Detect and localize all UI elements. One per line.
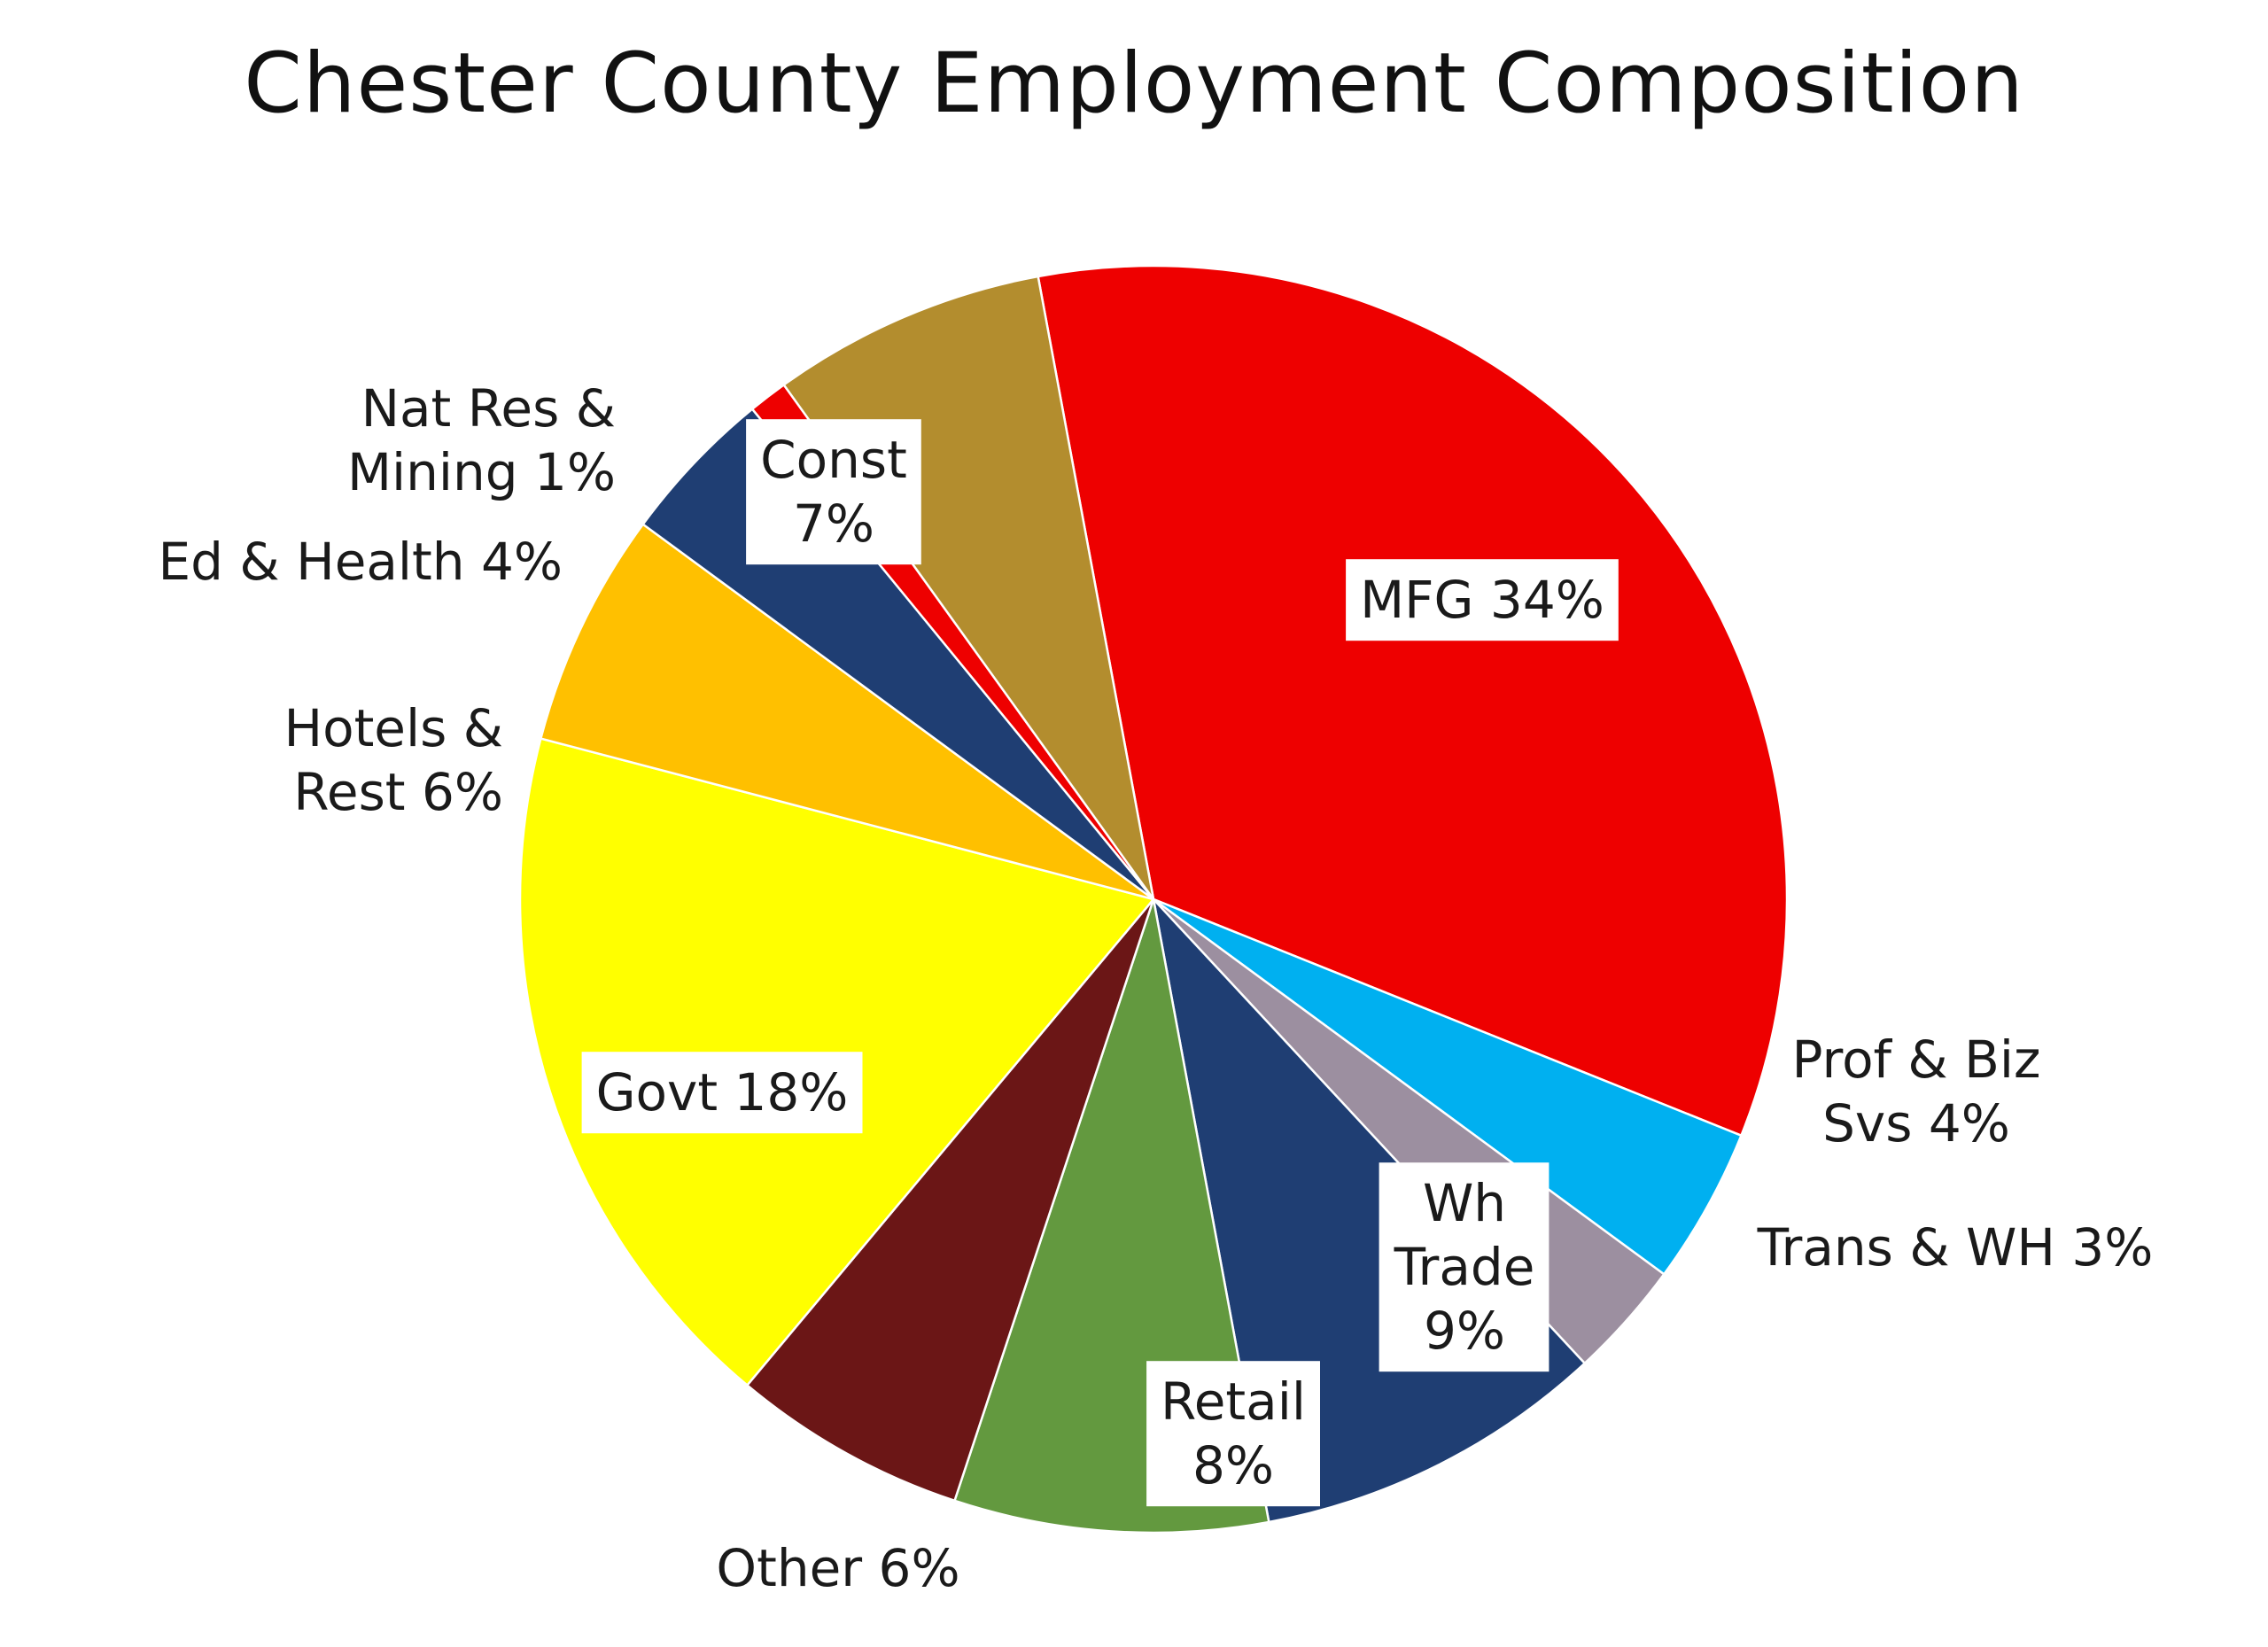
slice-label-box <box>1379 1162 1550 1372</box>
pie-slices <box>518 264 1789 1534</box>
pie-label-wh-trade: Wh Trade 9% <box>1379 1162 1550 1372</box>
slice-label-box <box>581 1052 863 1134</box>
pie-labels: MFG 34% Prof & Biz Svs 4% Trans & WH 3% Wh Tr… <box>159 378 2154 1598</box>
pie-label-mfg: MFG 34% <box>1346 559 1619 641</box>
slice-label-text: Nat Res & Mining 1% <box>347 378 616 502</box>
pie-label-govt: Govt 18% <box>581 1052 863 1134</box>
slice-label-text: Other 6% <box>716 1538 959 1598</box>
slice-label-text: Govt 18% <box>596 1062 849 1123</box>
slice-label-text: Trans & WH 3% <box>1757 1217 2154 1278</box>
pie-label-nat-res-and-mining: Nat Res & Mining 1% <box>347 378 616 502</box>
chart-title: Chester County Employment Composition <box>244 35 2024 132</box>
pie-slice-other <box>746 897 1155 1503</box>
slice-label-text: Const 7% <box>760 430 907 554</box>
slice-label-text: Wh Trade 9% <box>1394 1173 1535 1361</box>
pie-label-other: Other 6% <box>716 1538 959 1598</box>
pie-label-ed-and-health: Ed & Health 4% <box>159 532 563 592</box>
slice-label-text: Prof & Biz Svs 4% <box>1792 1029 2041 1154</box>
slice-label-box <box>1146 1361 1320 1507</box>
pie-label-prof-and-biz-svs: Prof & Biz Svs 4% <box>1792 1029 2041 1154</box>
slice-label-box <box>1346 559 1619 641</box>
slice-label-text: MFG 34% <box>1360 570 1604 630</box>
pie-slice-prof-and-biz-svs <box>1152 897 1743 1276</box>
slice-label-box <box>746 419 921 565</box>
pie-slice-hotels-and-rest <box>540 523 1155 901</box>
slice-label-text: Retail 8% <box>1161 1371 1306 1496</box>
slice-label-text: Hotels & Rest 6% <box>284 698 503 822</box>
slice-label-text: Ed & Health 4% <box>159 532 563 592</box>
pie-label-hotels-and-rest: Hotels & Rest 6% <box>284 698 503 822</box>
pie-label-const: Const 7% <box>746 419 921 565</box>
pie-label-trans-and-wh: Trans & WH 3% <box>1757 1217 2154 1278</box>
pie-slice-mfg <box>1037 264 1789 1137</box>
pie-label-retail: Retail 8% <box>1146 1361 1320 1507</box>
